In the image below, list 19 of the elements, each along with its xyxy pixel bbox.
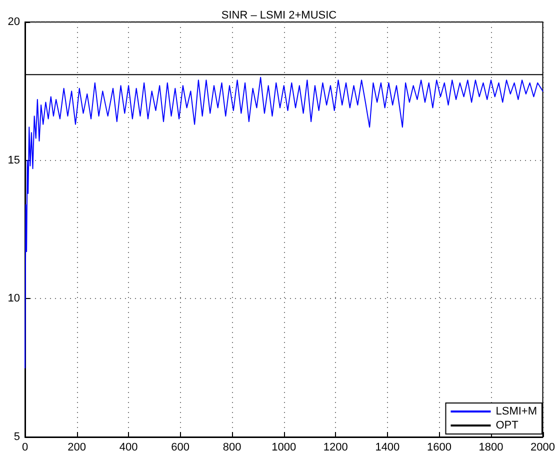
x-tick-label: 800 (222, 442, 242, 454)
y-tick-label: 15 (8, 154, 20, 166)
y-tick-label: 5 (14, 431, 20, 443)
x-tick-label: 2000 (530, 442, 556, 454)
legend-label: LSMI+M (496, 406, 538, 418)
y-tick-label: 20 (8, 16, 20, 28)
x-tick-label: 0 (22, 442, 28, 454)
x-tick-label: 200 (68, 442, 86, 454)
y-tick-label: 10 (8, 292, 20, 305)
legend-label: OPT (496, 420, 519, 432)
x-tick-label: 1600 (426, 442, 452, 454)
x-tick-label: 1400 (375, 442, 400, 454)
x-tick-label: 600 (171, 442, 190, 454)
x-tick-label: 1000 (272, 442, 296, 454)
line-series (24, 76, 544, 368)
chart-title: SINR – LSMI 2+MUSIC (221, 10, 337, 22)
x-tick-label: 1200 (323, 442, 348, 454)
x-tick-label: 400 (119, 442, 138, 454)
x-tick-label: 1800 (478, 442, 504, 454)
